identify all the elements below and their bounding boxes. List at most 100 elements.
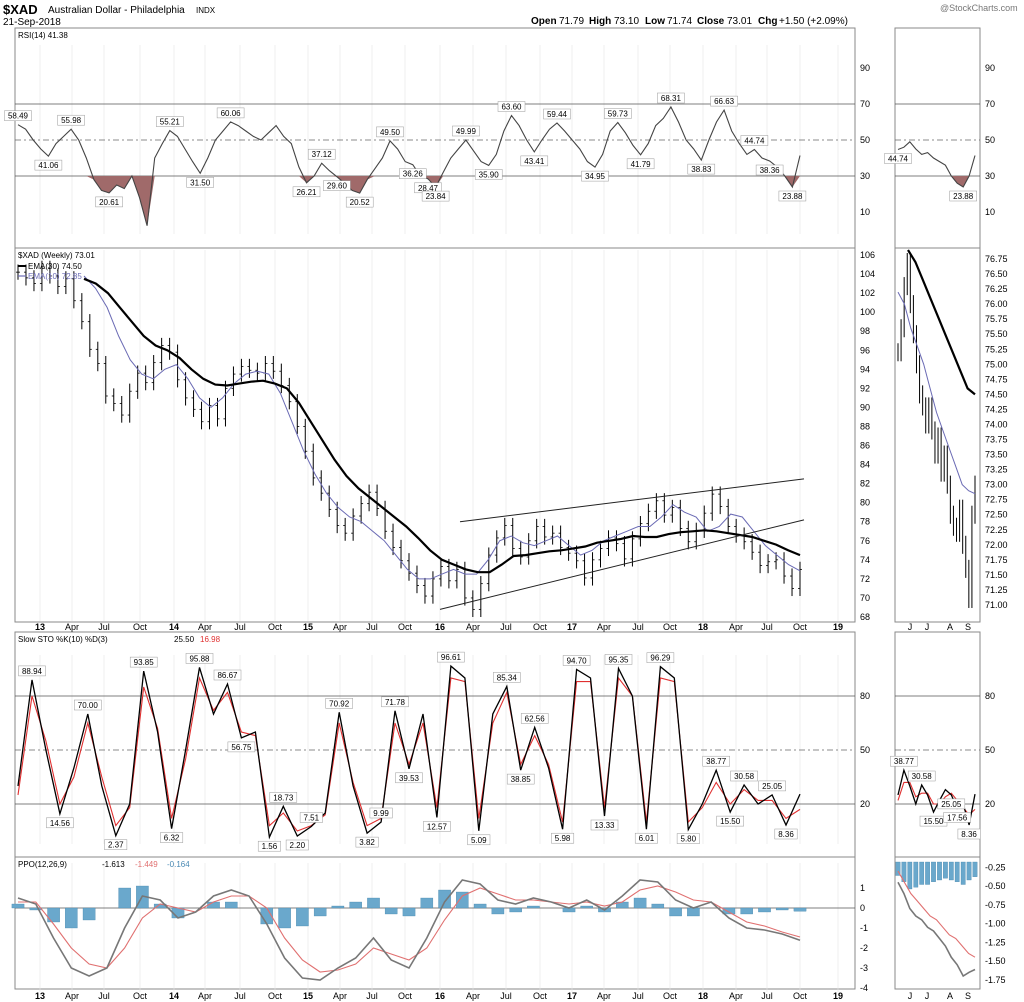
rsi-daily-annotation: 44.74: [888, 155, 909, 164]
sto-daily-annotation: 25.05: [941, 800, 962, 809]
bottom-x-axis-tick: Apr: [333, 991, 347, 1001]
rsi-annotation: 20.52: [350, 198, 371, 207]
rsi-annotation: 29.60: [327, 182, 348, 191]
x-axis-tick: Oct: [398, 622, 413, 632]
price-daily-right-tick: 76.25: [985, 284, 1008, 294]
ppo-daily-histogram-bar: [919, 861, 925, 885]
bottom-x-axis-tick: Apr: [65, 991, 79, 1001]
sto-legend: Slow STO %K(10) %D(3) 25.50 16.98: [18, 635, 221, 644]
rsi-annotation: 59.73: [608, 110, 629, 119]
ema10-line: [83, 275, 801, 580]
rsi-right-tick: 90: [860, 63, 870, 73]
price-right-tick: 98: [860, 326, 870, 336]
rsi-daily-right-tick: 70: [985, 99, 995, 109]
sto-annotation: 30.58: [734, 772, 755, 781]
sto-annotation: 2.20: [290, 841, 306, 850]
price-daily-right-tick: 75.00: [985, 359, 1008, 369]
sto-k-line: [17, 664, 801, 840]
ppo-histogram-bar: [456, 891, 469, 909]
low-label: Low: [645, 16, 665, 27]
sto-annotation-box: [325, 698, 353, 709]
sto-annotation-box: [46, 817, 74, 829]
ppo-histogram-bar: [402, 907, 416, 917]
sto-annotation: 6.32: [164, 834, 180, 843]
sto-annotation-box: [437, 651, 465, 663]
rsi-annotation: 34.95: [585, 172, 606, 181]
daily-ema10-line: [897, 291, 976, 495]
ppo-histogram-bar: [509, 907, 522, 913]
price-right-tick: 92: [860, 383, 870, 393]
x-axis-tick: 18: [698, 622, 708, 632]
price-right-tick: 90: [860, 402, 870, 412]
x-axis-tick: Apr: [729, 622, 743, 632]
ppo-daily-right-tick: -0.75: [985, 900, 1006, 910]
rsi-daily-right-tick: 50: [985, 135, 995, 145]
sto-daily-annotation: 15.50: [923, 817, 944, 826]
rsi-annotation-box: [421, 190, 450, 202]
bottom-x-axis-tick: Oct: [398, 991, 413, 1001]
rsi-annotation: 41.06: [38, 161, 59, 170]
x-axis-tick: Jul: [500, 622, 512, 632]
rsi-annotation-box: [604, 108, 632, 119]
rsi-annotation-box: [778, 190, 807, 202]
sto-annotation: 3.82: [359, 838, 375, 847]
price-daily-right-tick: 73.75: [985, 435, 1008, 445]
rsi-annotation-box: [57, 114, 85, 126]
price-daily-right-tick: 74.25: [985, 404, 1008, 414]
bottom-x-axis-tick: 19: [833, 991, 843, 1001]
rsi-annotation-box: [497, 101, 526, 112]
rsi-right-tick: 10: [860, 207, 870, 217]
rsi-annotation-box: [4, 110, 32, 121]
rsi-right-tick: 30: [860, 171, 870, 181]
sto-annotation-box: [395, 772, 423, 784]
x-axis-tick: 17: [567, 622, 577, 632]
ppo-daily-histogram-bar: [954, 861, 960, 882]
price-right-tick: 70: [860, 593, 870, 603]
sto-annotation: 14.56: [50, 819, 71, 828]
sto-daily-annotation-box: [943, 812, 971, 823]
sto-annotation: 62.56: [525, 714, 546, 723]
sto-d-line: [17, 676, 801, 832]
rsi-annotation: 26.21: [296, 188, 317, 197]
rsi-daily-panel: [894, 27, 981, 249]
rsi-annotation-box: [452, 125, 480, 137]
rsi-annotation: 38.83: [691, 165, 712, 174]
ppo-right-tick: 0: [860, 903, 865, 913]
price-right-tick: 88: [860, 422, 870, 432]
price-daily-right-tick: 71.50: [985, 570, 1008, 580]
sto-daily-annotation-box: [907, 770, 936, 782]
rsi-annotation-box: [186, 177, 214, 188]
sto-daily-annotation: 17.56: [947, 813, 968, 822]
x-axis-tick: Jul: [98, 622, 110, 632]
sto-annotation: 70.00: [78, 701, 99, 710]
rsi-annotation-box: [95, 196, 123, 208]
ppo-daily-signal-line: [897, 870, 976, 958]
daily-x-axis-tick: J: [908, 622, 913, 632]
open-label: Open: [531, 16, 557, 27]
sto-annotation-box: [590, 819, 619, 831]
ppo-histogram-layer: [11, 861, 978, 929]
sto-legend-text: Slow STO %K(10) %D(3): [18, 635, 108, 644]
sto-annotation-box: [493, 672, 521, 683]
price-right-tick: 68: [860, 612, 870, 622]
daily-bottom-x-axis-tick: A: [947, 991, 953, 1001]
rsi-annotation: 68.31: [661, 94, 682, 103]
ppo-daily-right-tick: -1.75: [985, 975, 1006, 985]
ppo-histogram-bar: [527, 905, 540, 909]
daily-x-axis-tick: A: [947, 622, 953, 632]
price-daily-right-tick: 76.50: [985, 269, 1008, 279]
lower-trendline: [439, 519, 805, 610]
x-axis-tick: Apr: [466, 622, 480, 632]
sto-annotation: 88.94: [22, 667, 43, 676]
sto-daily-right-tick: 20: [985, 799, 995, 809]
open-value: 71.79: [559, 16, 584, 27]
sto-daily-annotation-box: [957, 828, 981, 840]
sto-annotation-box: [758, 780, 786, 792]
rsi-line: [17, 105, 801, 226]
rsi-annotation: 38.36: [760, 166, 781, 175]
ppo-histogram-bar: [367, 897, 380, 909]
sto-annotation-box: [369, 807, 393, 819]
x-axis-tick: 19: [833, 622, 843, 632]
sto-annotation: 96.29: [650, 654, 671, 663]
ppo-histogram-bar: [296, 907, 309, 927]
